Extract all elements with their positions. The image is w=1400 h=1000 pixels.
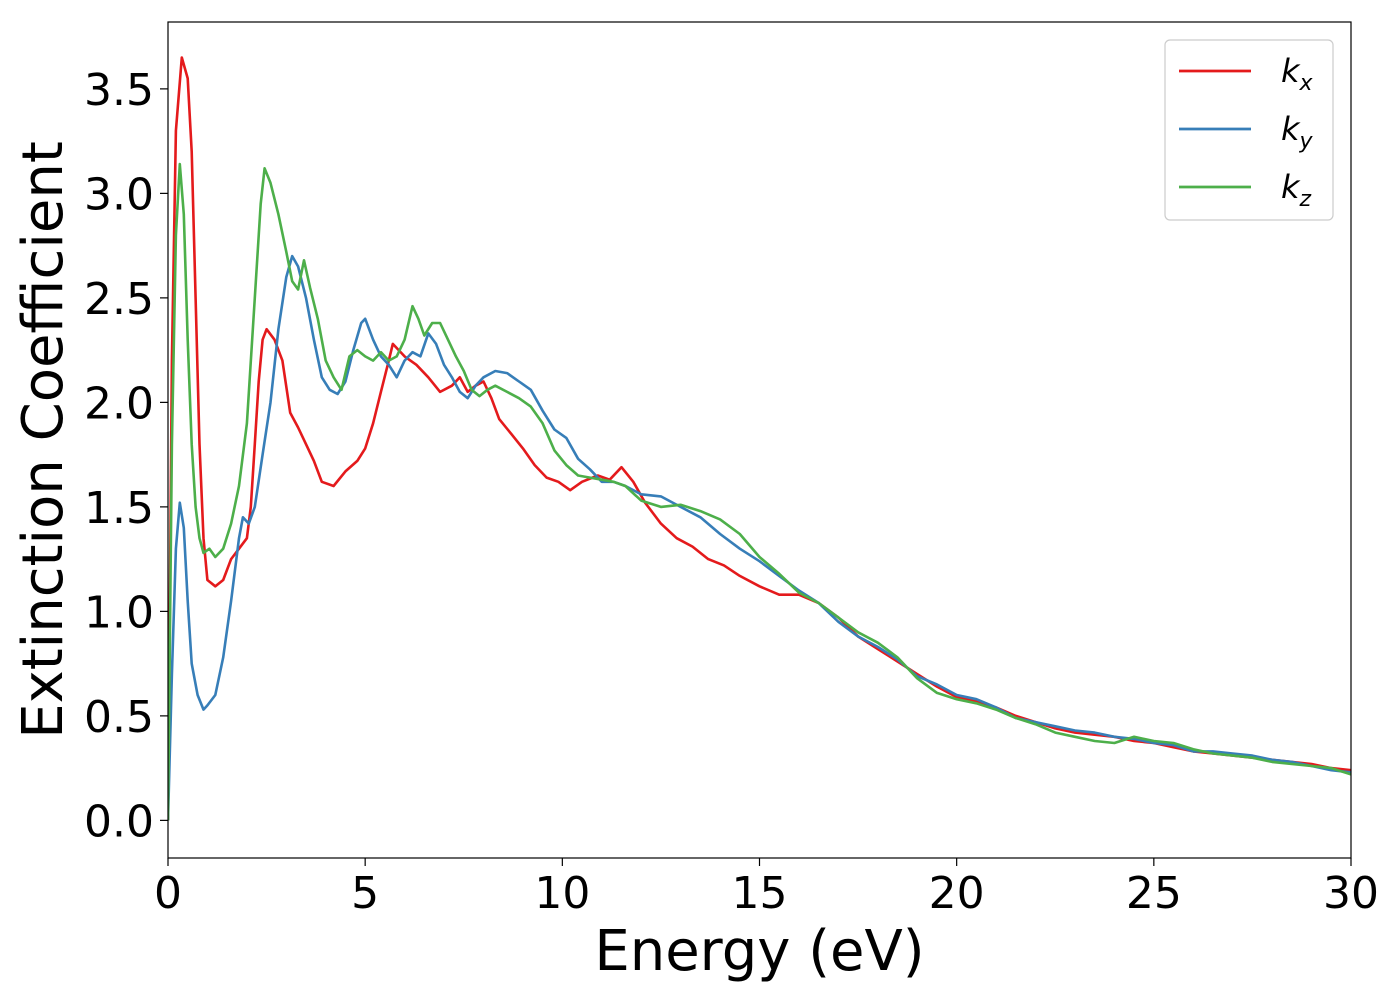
x-tick-label: 20 [929, 868, 985, 919]
x-tick-label: 15 [732, 868, 788, 919]
x-tick-label: 30 [1323, 868, 1379, 919]
y-tick-label: 0.0 [84, 796, 154, 847]
y-axis: 0.0 0.5 1.0 1.5 2.0 2.5 3.0 3.5 [84, 65, 168, 847]
series-layer [168, 56, 1351, 821]
legend-label-ky: ky [1281, 110, 1314, 154]
x-axis-title: Energy (eV) [594, 919, 924, 984]
y-tick-label: 0.5 [84, 692, 154, 743]
y-tick-label: 3.5 [84, 65, 154, 116]
y-tick-label: 2.0 [84, 378, 154, 429]
x-tick-label: 10 [534, 868, 590, 919]
legend-label-kx: kx [1281, 52, 1314, 96]
x-tick-label: 25 [1126, 868, 1182, 919]
y-tick-label: 3.0 [84, 169, 154, 220]
y-axis-title: Extinction Coefficient [11, 141, 76, 739]
y-tick-label: 2.5 [84, 274, 154, 325]
series-line-kz [168, 162, 1351, 821]
x-tick-label: 5 [351, 868, 379, 919]
legend: kx ky kz [1164, 39, 1334, 221]
y-tick-label: 1.0 [84, 587, 154, 638]
series-line-ky [168, 254, 1351, 821]
x-tick-label: 0 [154, 868, 182, 919]
x-axis: 0 5 10 15 20 25 30 [154, 858, 1379, 919]
y-tick-label: 1.5 [84, 483, 154, 534]
legend-label-kz: kz [1281, 168, 1312, 212]
